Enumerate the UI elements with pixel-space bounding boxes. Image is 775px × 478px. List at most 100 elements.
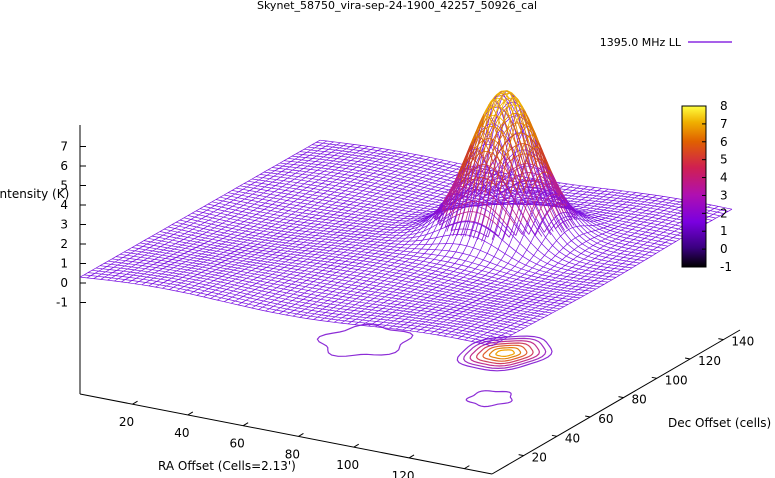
peak-mesh-segment xyxy=(481,113,485,121)
peak-mesh-segment xyxy=(532,128,536,134)
peak-mesh-segment xyxy=(527,137,532,151)
surface-col-line xyxy=(436,198,678,336)
peak-mesh-segment xyxy=(519,147,524,156)
peak-mesh-segment xyxy=(519,103,523,107)
peak-mesh-segment xyxy=(556,183,560,188)
peak-mesh-segment xyxy=(504,176,508,183)
peak-mesh-segment xyxy=(524,163,528,173)
surface-col-line xyxy=(450,200,691,338)
peak-mesh-segment xyxy=(518,106,524,112)
peak-mesh-segment xyxy=(501,93,507,97)
peak-mesh-segment xyxy=(507,192,512,203)
peak-mesh-segment xyxy=(505,160,511,166)
peak-mesh-segment xyxy=(523,143,528,155)
peak-mesh-segment xyxy=(507,127,513,136)
peak-mesh-segment xyxy=(544,216,550,225)
peak-mesh-segment xyxy=(521,132,527,136)
peak-mesh-segment xyxy=(498,228,502,237)
contour-ring-left xyxy=(316,323,414,357)
peak-mesh-segment xyxy=(501,169,505,177)
peak-mesh-segment xyxy=(476,122,481,129)
peak-mesh-segment xyxy=(570,212,574,215)
peak-mesh-segment xyxy=(558,187,562,193)
peak-mesh-segment xyxy=(551,207,557,217)
peak-mesh-segment xyxy=(480,137,484,141)
peak-mesh-segment xyxy=(486,126,490,139)
peak-mesh-segment xyxy=(503,151,509,158)
peak-mesh-segment xyxy=(533,223,539,231)
peak-mesh-segment xyxy=(547,165,551,170)
peak-mesh-segment xyxy=(544,212,548,218)
peak-mesh-segment xyxy=(524,137,528,143)
peak-mesh-segment xyxy=(537,166,542,171)
peak-mesh-segment xyxy=(528,149,532,155)
peak-mesh-segment xyxy=(551,185,555,192)
surface-col-line xyxy=(416,195,657,333)
peak-mesh-segment xyxy=(493,98,497,107)
peak-mesh-segment xyxy=(516,191,522,200)
peak-mesh-segment xyxy=(504,225,508,234)
peak-mesh-segment xyxy=(520,125,524,131)
peak-mesh-segment xyxy=(553,183,557,190)
peak-mesh-segment xyxy=(531,172,536,175)
peak-mesh-segment xyxy=(472,193,476,196)
peak-mesh-segment xyxy=(448,217,453,226)
peak-mesh-segment xyxy=(478,120,482,129)
peak-mesh-segment xyxy=(509,135,513,146)
peak-mesh-segment xyxy=(537,174,541,179)
peak-mesh-segment xyxy=(483,164,487,178)
peak-mesh-segment xyxy=(446,199,450,207)
peak-mesh-segment xyxy=(487,229,491,238)
z-axis-label: Intensity (K) xyxy=(0,187,69,201)
peak-mesh-segment xyxy=(466,201,471,204)
peak-mesh-segment xyxy=(489,135,493,142)
peak-mesh-segment xyxy=(550,183,554,186)
peak-mesh-segment xyxy=(490,229,495,234)
peak-mesh-segment xyxy=(521,173,527,185)
peak-mesh-segment xyxy=(532,147,536,158)
surface-col-line xyxy=(457,201,698,339)
axes xyxy=(79,125,741,475)
peak-mesh-segment xyxy=(486,163,490,170)
peak-mesh-segment xyxy=(460,186,464,188)
peak-mesh-segment xyxy=(529,215,535,224)
peak-mesh-segment xyxy=(556,214,559,217)
peak-mesh-segment xyxy=(525,180,529,188)
peak-mesh-segment xyxy=(445,212,451,217)
peak-mesh-segment xyxy=(530,154,536,159)
y-tick-label: 140 xyxy=(731,335,754,349)
peak-mesh-segment xyxy=(505,202,509,213)
peak-mesh-segment xyxy=(467,220,471,230)
peak-mesh-segment xyxy=(445,194,449,200)
y-tick-mark xyxy=(585,415,591,418)
peak-mesh-segment xyxy=(542,171,545,174)
peak-mesh-segment xyxy=(550,187,555,192)
surface-col-line xyxy=(169,152,410,290)
peak-mesh-segment xyxy=(447,201,451,210)
peak-mesh-segment xyxy=(499,101,505,107)
peak-mesh-segment xyxy=(566,205,572,214)
peak-mesh-segment xyxy=(458,186,464,194)
x-tick-mark xyxy=(132,400,138,405)
peak-mesh-segment xyxy=(542,160,546,163)
peak-mesh-segment xyxy=(550,188,554,195)
z-tick-label: 3 xyxy=(60,218,68,232)
peak-mesh-segment xyxy=(523,112,527,116)
peak-mesh-segment xyxy=(514,154,519,158)
peak-mesh-segment xyxy=(492,221,498,226)
surface-col-line xyxy=(443,199,685,337)
peak-mesh-segment xyxy=(462,176,466,188)
peak-mesh-segment xyxy=(472,178,476,191)
peak-mesh-segment xyxy=(476,128,480,139)
peak-mesh-segment xyxy=(568,207,574,215)
peak-mesh-segment xyxy=(452,215,457,224)
peak-mesh-segment xyxy=(449,209,455,214)
peak-mesh-segment xyxy=(477,153,481,166)
peak-mesh-segment xyxy=(506,92,510,96)
peak-mesh-segment xyxy=(524,222,528,229)
peak-mesh-segment xyxy=(496,155,501,163)
peak-mesh-segment xyxy=(450,193,454,202)
peak-mesh-segment xyxy=(458,193,462,195)
peak-mesh-segment xyxy=(490,99,494,103)
peak-mesh-segment xyxy=(541,186,545,190)
